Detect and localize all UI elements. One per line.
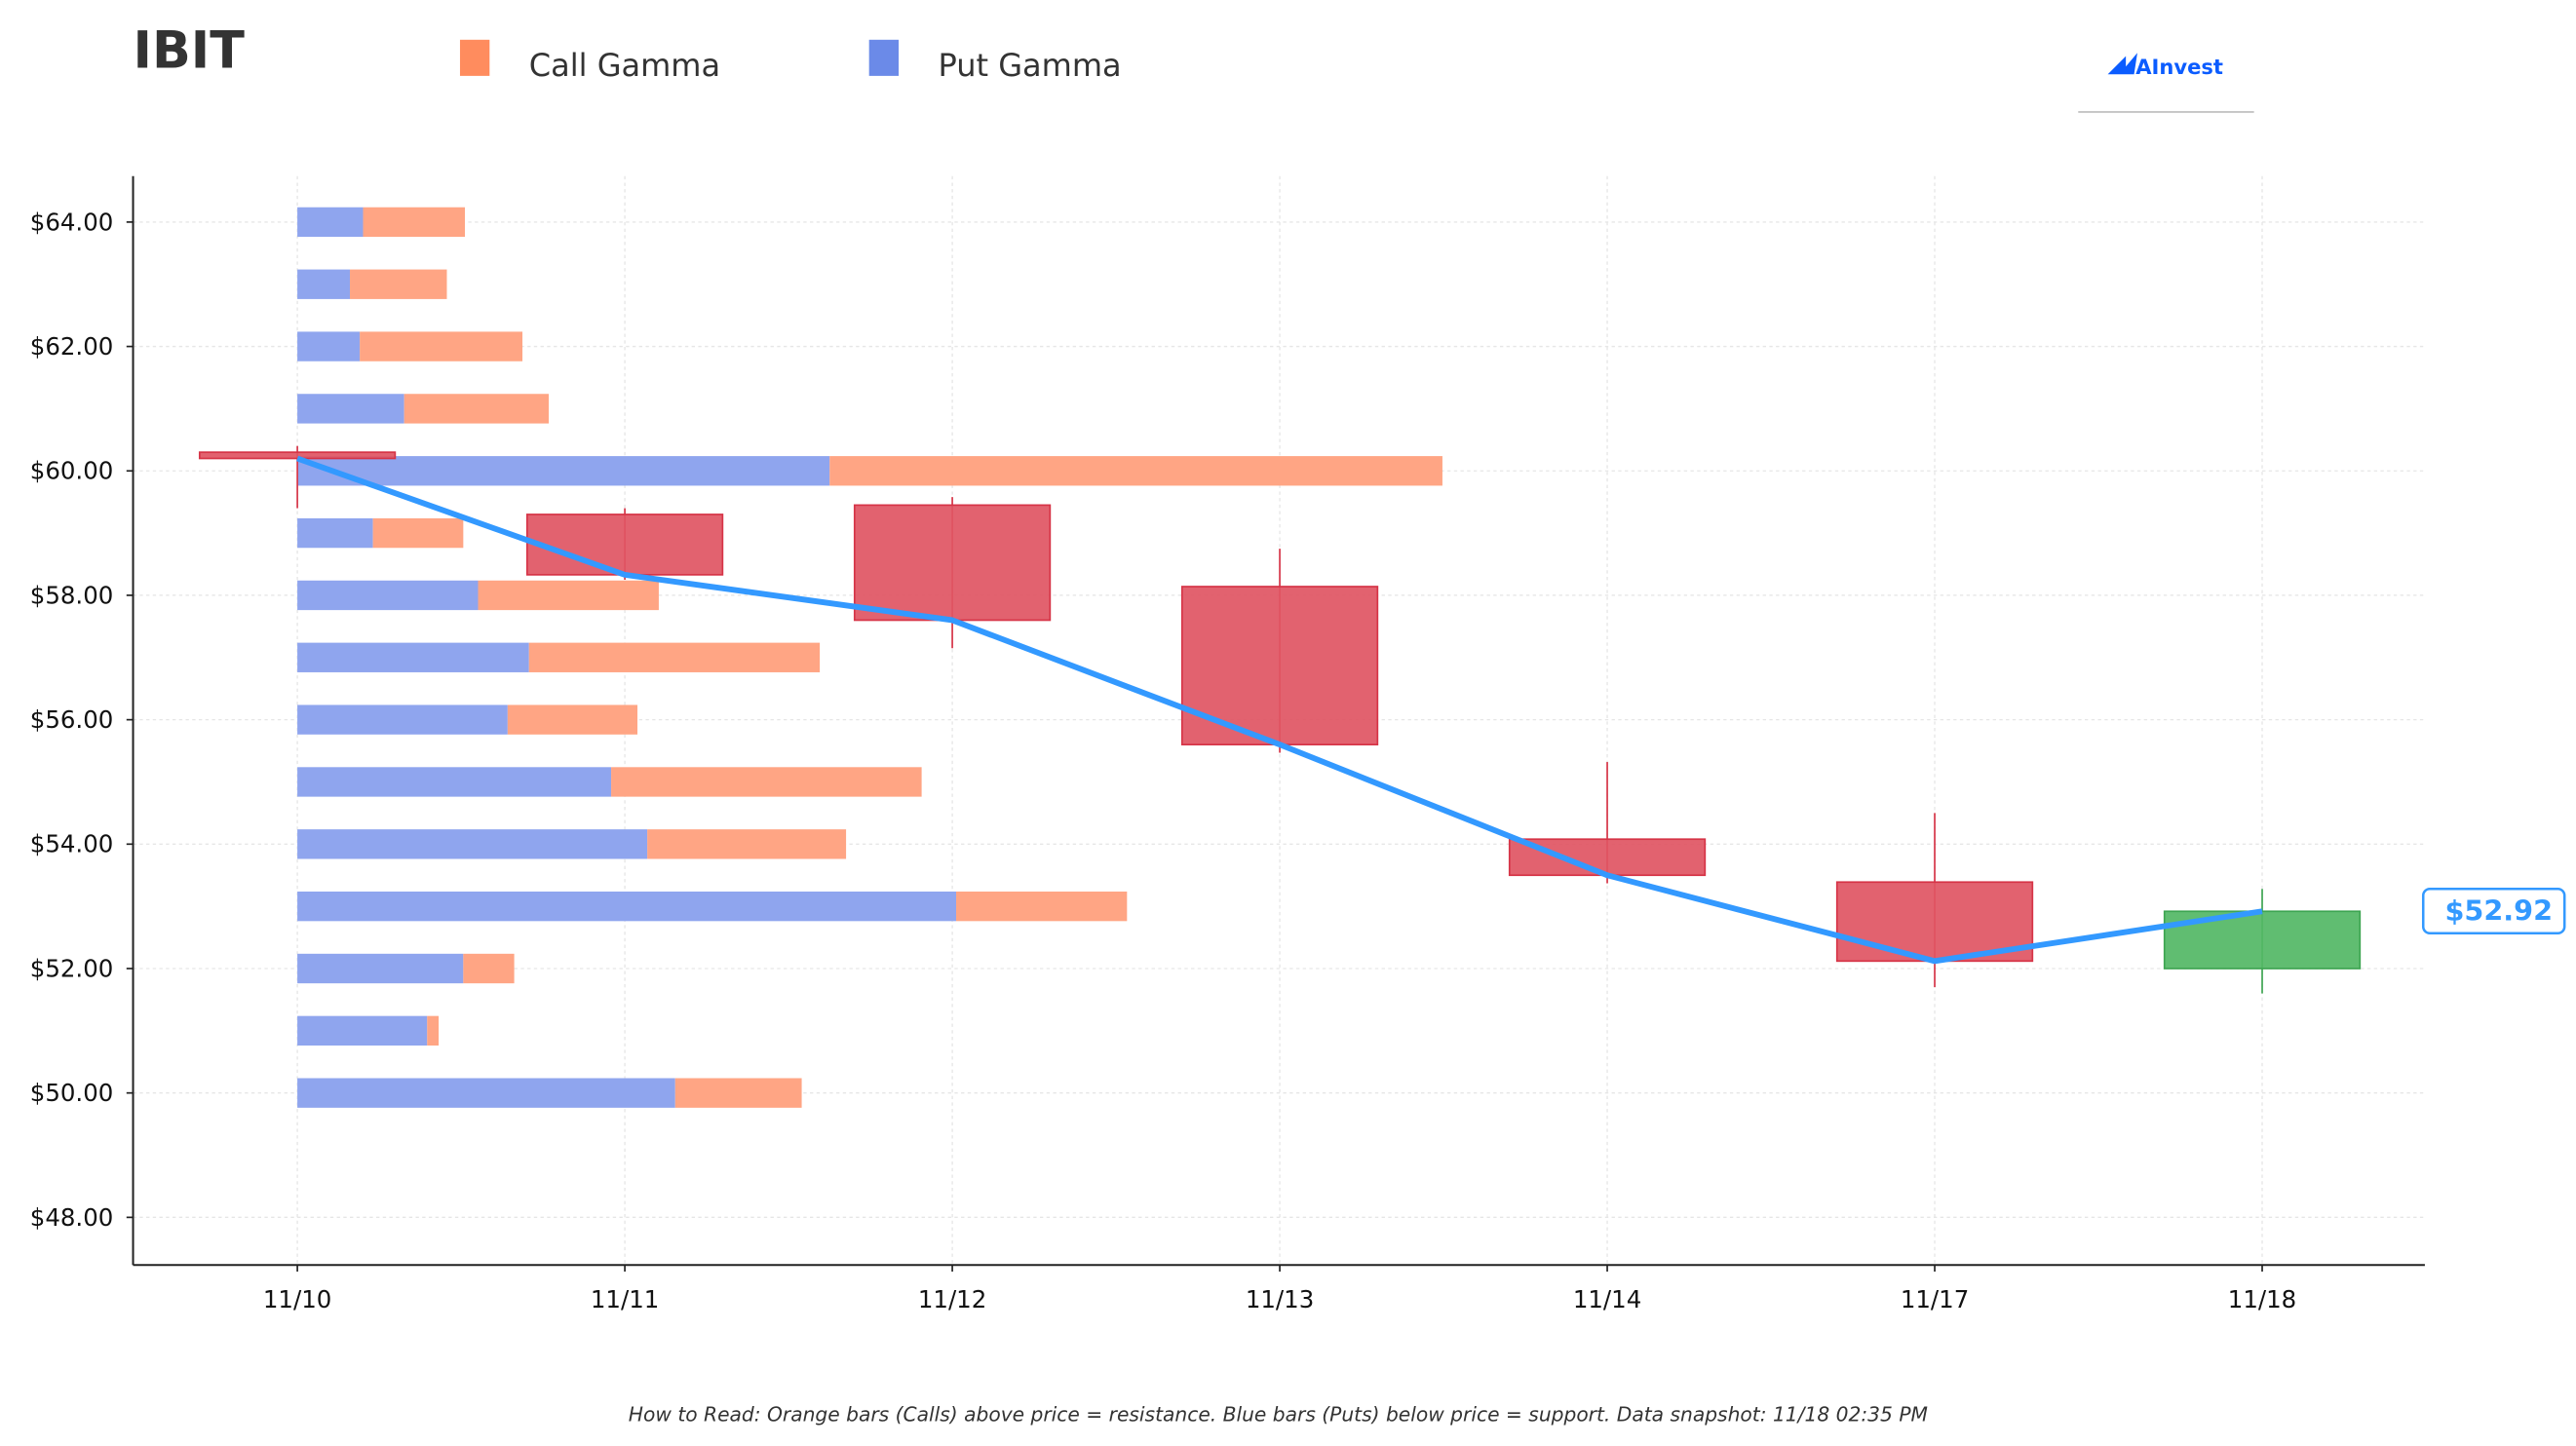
put-gamma-bar [297,269,351,299]
put-gamma-bar [297,580,479,611]
put-gamma-bar [297,1015,428,1046]
logo-text: AInvest [2135,55,2223,79]
call-gamma-bar [350,269,447,299]
candle-body [525,514,724,576]
ainvest-logo: AInvest [2078,53,2254,113]
call-gamma-bar [404,394,549,424]
call-gamma-bar [611,767,922,797]
y-tick-label: $58.00 [30,581,114,609]
x-tick-label: 11/11 [591,1285,659,1313]
y-tick-label: $56.00 [30,705,114,734]
call-gamma-bar [647,829,847,859]
footer-note: How to Read: Orange bars (Calls) above p… [629,1402,1928,1426]
x-tick-label: 11/12 [918,1285,986,1313]
candle-body [198,451,397,460]
put-gamma-bar [297,394,404,424]
axes: $48.00 $50.00 $52.00 $54.00 $56.00 $58.00 $60.… [30,175,2425,1313]
call-gamma-bar [829,456,1442,486]
close-price-line [296,455,2263,965]
y-tick-label: $62.00 [30,332,114,361]
call-gamma-bar [363,207,466,238]
candle-body [1508,838,1707,877]
call-gamma-bar [528,642,821,672]
put-gamma-bar [297,207,364,238]
put-gamma-bar [297,331,361,362]
put-gamma-bar [297,829,648,859]
call-gamma-bar [674,1078,802,1108]
legend-swatch-put [868,39,900,76]
x-tick-label: 11/17 [1901,1285,1969,1313]
put-gamma-bar [297,456,830,486]
y-tick-label: $54.00 [30,830,114,858]
legend: Call Gamma Put Gamma [459,39,1122,84]
price-line [296,455,2263,965]
candle-body [1835,881,2034,963]
put-gamma-bar [297,642,529,672]
y-tick-label: $50.00 [30,1079,114,1107]
call-gamma-bar [427,1015,440,1046]
put-gamma-bar [297,767,612,797]
call-gamma-bar [360,331,523,362]
last-price-badge: $52.92 [2421,887,2566,935]
call-gamma-bar [463,953,515,984]
call-gamma-bar [956,891,1128,922]
put-gamma-bar [297,517,373,549]
put-gamma-bar [297,704,508,735]
y-tick-label: $48.00 [30,1203,114,1232]
put-gamma-bar [297,891,957,922]
x-tick-label: 11/13 [1246,1285,1314,1313]
put-gamma-bar [297,1078,675,1108]
logo-mark-icon [2107,53,2137,75]
gamma-bars [297,207,1442,1108]
call-gamma-bar [372,517,464,549]
chart-title: IBIT [134,21,246,80]
y-tick-label: $64.00 [30,208,114,236]
last-price-label: $52.92 [2445,894,2554,927]
candle-body [853,504,1052,622]
x-tick-label: 11/18 [2228,1285,2296,1313]
x-tick-label: 11/10 [263,1285,331,1313]
y-tick-label: $52.00 [30,954,114,982]
legend-label-put: Put Gamma [938,47,1121,84]
call-gamma-bar [478,580,659,611]
put-gamma-bar [297,953,464,984]
legend-label-call: Call Gamma [529,47,720,84]
call-gamma-bar [507,704,638,735]
legend-swatch-call [459,39,490,76]
x-tick-label: 11/14 [1573,1285,1641,1313]
y-tick-label: $60.00 [30,457,114,485]
